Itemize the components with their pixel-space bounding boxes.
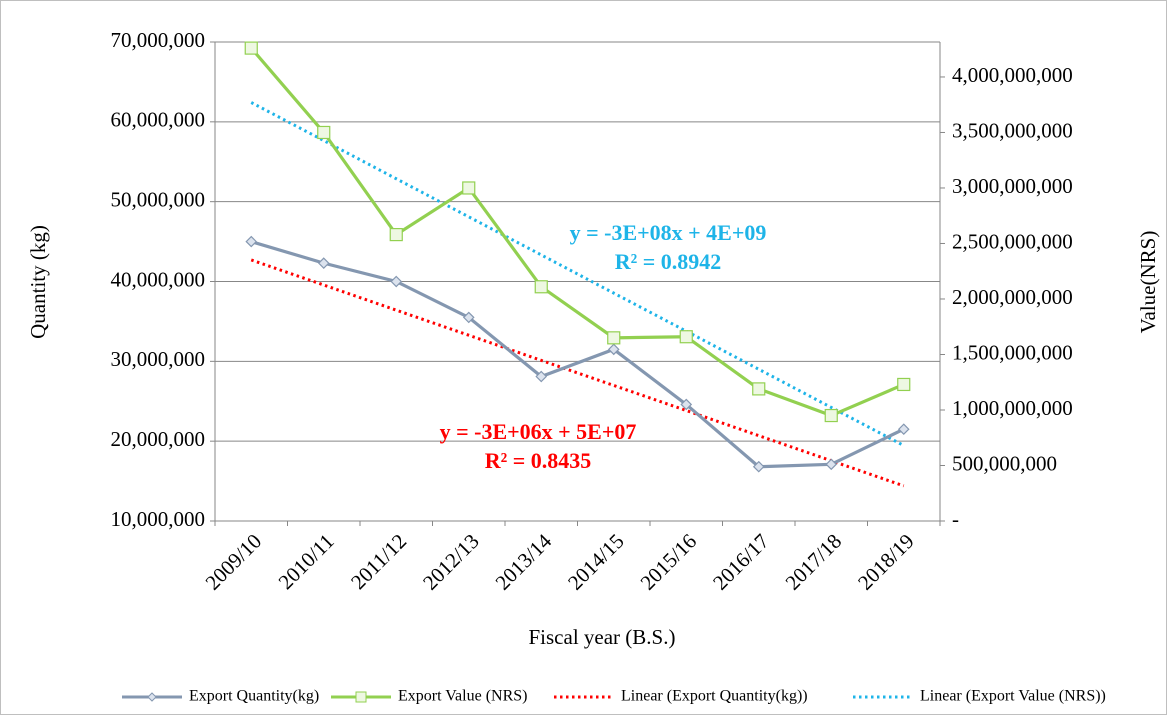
marker <box>390 275 403 288</box>
marker <box>679 330 693 344</box>
y-tick-label: 70,000,000 <box>111 28 206 52</box>
y-tick-label: 60,000,000 <box>111 108 206 132</box>
series-line <box>250 47 905 418</box>
marker <box>462 181 476 195</box>
y-tick-label: 50,000,000 <box>111 187 206 211</box>
marker <box>462 311 475 324</box>
marker <box>244 41 258 55</box>
y-tick-label: 10,000,000 <box>111 507 206 531</box>
y2-tick-label: 1,500,000,000 <box>952 340 1073 364</box>
y-axis-label: Quantity (kg) <box>26 225 50 339</box>
y2-tick-label: 2,500,000,000 <box>952 229 1073 253</box>
series-line <box>250 240 905 469</box>
marker <box>317 125 331 140</box>
y-tick-label: 20,000,000 <box>111 427 206 451</box>
y2-tick-label: 500,000,000 <box>952 451 1057 475</box>
legend-item: Linear (Export Quantity(kg)) <box>554 688 808 705</box>
legend-marker <box>147 692 157 702</box>
marker <box>607 343 620 356</box>
marker <box>389 227 403 242</box>
x-axis-label: Fiscal year (B.S.) <box>529 625 676 649</box>
legend-label: Export Quantity(kg) <box>189 688 319 705</box>
legend-label: Linear (Export Value (NRS)) <box>920 688 1106 705</box>
y-tick-label: 30,000,000 <box>111 347 206 371</box>
y2-tick-label: 1,000,000,000 <box>952 396 1073 420</box>
legend-item: Export Value (NRS) <box>331 688 527 705</box>
y-tick-label: 40,000,000 <box>111 267 206 291</box>
legend-marker <box>355 691 367 703</box>
annotation: y = -3E+08x + 4E+09 <box>570 220 767 245</box>
annotation: y = -3E+06x + 5E+07 <box>440 419 637 444</box>
marker <box>680 398 693 411</box>
marker <box>317 257 330 269</box>
y2-tick-label: 2,000,000,000 <box>952 285 1073 309</box>
marker <box>897 423 910 436</box>
legend-item: Linear (Export Value (NRS)) <box>853 688 1106 705</box>
marker <box>535 370 548 383</box>
y2-tick-label: - <box>952 507 959 531</box>
marker <box>825 458 838 471</box>
y2-tick-label: 3,000,000,000 <box>952 174 1073 198</box>
series-line <box>250 258 905 488</box>
marker <box>897 377 911 392</box>
annotation: R² = 0.8942 <box>615 249 722 274</box>
marker <box>534 280 548 294</box>
legend-label: Linear (Export Quantity(kg)) <box>621 688 808 705</box>
marker <box>752 460 765 473</box>
y2-tick-label: 4,000,000,000 <box>952 63 1073 87</box>
series-line <box>250 101 905 447</box>
marker <box>245 235 258 248</box>
marker <box>607 331 621 345</box>
legend-label: Export Value (NRS) <box>398 688 527 705</box>
y2-axis-label: Value(NRS) <box>1136 231 1160 334</box>
marker <box>752 382 766 396</box>
legend-item: Export Quantity(kg) <box>122 688 319 705</box>
y2-tick-label: 3,500,000,000 <box>952 118 1073 142</box>
marker <box>824 408 838 423</box>
annotation: R² = 0.8435 <box>485 448 592 473</box>
